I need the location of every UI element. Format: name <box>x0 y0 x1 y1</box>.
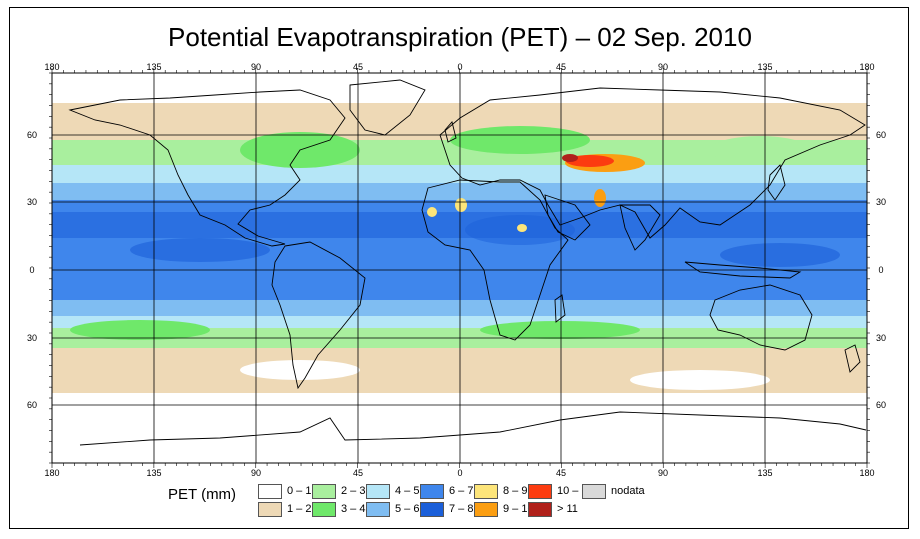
lon-label-top: 135 <box>757 62 772 72</box>
lat-label-right: 0 <box>878 265 883 275</box>
bottom-longitude-labels: 180 135 90 45 0 45 90 135 180 <box>44 468 874 478</box>
lon-label-top: 180 <box>44 62 59 72</box>
lon-label-top: 45 <box>353 62 363 72</box>
legend-swatch <box>582 484 606 499</box>
new-zealand-outline <box>844 344 861 373</box>
pet-band-south-5-6 <box>52 300 867 318</box>
pet-patch-dark-blue <box>720 243 840 267</box>
lon-label-bottom: 180 <box>859 468 874 478</box>
lon-label-bottom: 135 <box>146 468 161 478</box>
legend-swatch <box>366 484 390 499</box>
lon-label-bottom: 45 <box>353 468 363 478</box>
legend-label: 2 – 3 <box>341 485 366 497</box>
lon-label-bottom: 135 <box>757 468 772 478</box>
pet-band-tropics-7-8 <box>52 212 867 238</box>
tick-marks <box>49 68 870 468</box>
north-america-outline <box>68 89 346 247</box>
legend-label: 5 – 6 <box>395 503 420 515</box>
pet-patch-green <box>710 136 810 164</box>
lat-label-right: 30 <box>876 333 886 343</box>
lat-label-left: 30 <box>27 197 37 207</box>
legend-label: > 11 <box>557 503 578 515</box>
lat-label-right: 60 <box>876 400 886 410</box>
pet-patch-dark-blue <box>130 238 270 262</box>
south-america-outline <box>271 241 366 390</box>
legend-swatch <box>258 484 282 499</box>
lon-label-top: 180 <box>859 62 874 72</box>
legend-label: 9 – 10 <box>503 503 534 515</box>
legend-swatch <box>528 502 552 517</box>
lon-label-bottom: 90 <box>658 468 668 478</box>
uk-outline <box>444 121 457 143</box>
lon-label-bottom: 90 <box>251 468 261 478</box>
legend-title: PET (mm) <box>168 486 237 503</box>
legend-label: 3 – 4 <box>341 503 366 515</box>
pet-hotspot-iran <box>594 189 606 207</box>
pet-hotspot-sahara <box>455 198 467 212</box>
figure-frame <box>9 7 909 529</box>
legend-swatch <box>258 502 282 517</box>
eurasia-outline <box>439 87 866 239</box>
lat-label-left: 30 <box>27 333 37 343</box>
pet-hotspot-sudan <box>517 224 527 232</box>
right-latitude-labels: 60 30 0 30 60 <box>876 130 886 410</box>
legend-swatch <box>474 502 498 517</box>
left-latitude-labels: 60 30 0 30 60 <box>27 130 37 410</box>
map-title: Potential Evapotranspiration (PET) – 02 … <box>168 22 752 52</box>
legend-label: 7 – 8 <box>449 503 474 515</box>
legend-label: 6 – 7 <box>449 485 474 497</box>
legend-label: 8 – 9 <box>503 485 528 497</box>
greenland-outline <box>349 79 426 136</box>
legend-swatch <box>312 502 336 517</box>
lat-label-left: 60 <box>27 400 37 410</box>
lat-label-left: 60 <box>27 130 37 140</box>
lon-label-top: 45 <box>556 62 566 72</box>
madagascar-outline <box>554 294 566 323</box>
legend-label: 0 – 1 <box>287 485 312 497</box>
lon-label-top: 90 <box>658 62 668 72</box>
lon-label-bottom: 180 <box>44 468 59 478</box>
arabia-outline <box>544 194 591 241</box>
legend-label: 1 – 2 <box>287 503 312 515</box>
lon-label-top: 0 <box>457 62 462 72</box>
top-longitude-labels: 180 135 90 45 0 45 90 135 180 <box>44 62 874 72</box>
lat-label-right: 60 <box>876 130 886 140</box>
pet-hotspot-west-sahara <box>427 207 437 217</box>
legend-swatch <box>366 502 390 517</box>
pet-patch-green <box>70 320 210 340</box>
indonesia-outline <box>684 261 802 279</box>
legend-label: nodata <box>611 485 645 497</box>
legend-swatch <box>312 484 336 499</box>
india-outline <box>619 204 661 251</box>
pet-patch-white <box>630 370 770 390</box>
pet-patch-green <box>450 126 590 154</box>
legend-label: 4 – 5 <box>395 485 420 497</box>
legend-swatch <box>420 502 444 517</box>
legend-swatch <box>474 484 498 499</box>
graticule <box>52 73 867 463</box>
pet-hotspot-central-asia-max <box>562 154 578 162</box>
lon-label-top: 90 <box>251 62 261 72</box>
lon-label-bottom: 0 <box>457 468 462 478</box>
pet-band-antarctic-0-1 <box>52 393 867 463</box>
legend-swatch <box>528 484 552 499</box>
lat-label-left: 0 <box>29 265 34 275</box>
legend-swatch <box>420 484 444 499</box>
japan-outline <box>767 164 786 201</box>
africa-outline <box>421 179 569 341</box>
lon-label-top: 135 <box>146 62 161 72</box>
pet-patch-white <box>240 360 360 380</box>
lat-label-right: 30 <box>876 197 886 207</box>
lon-label-bottom: 45 <box>556 468 566 478</box>
